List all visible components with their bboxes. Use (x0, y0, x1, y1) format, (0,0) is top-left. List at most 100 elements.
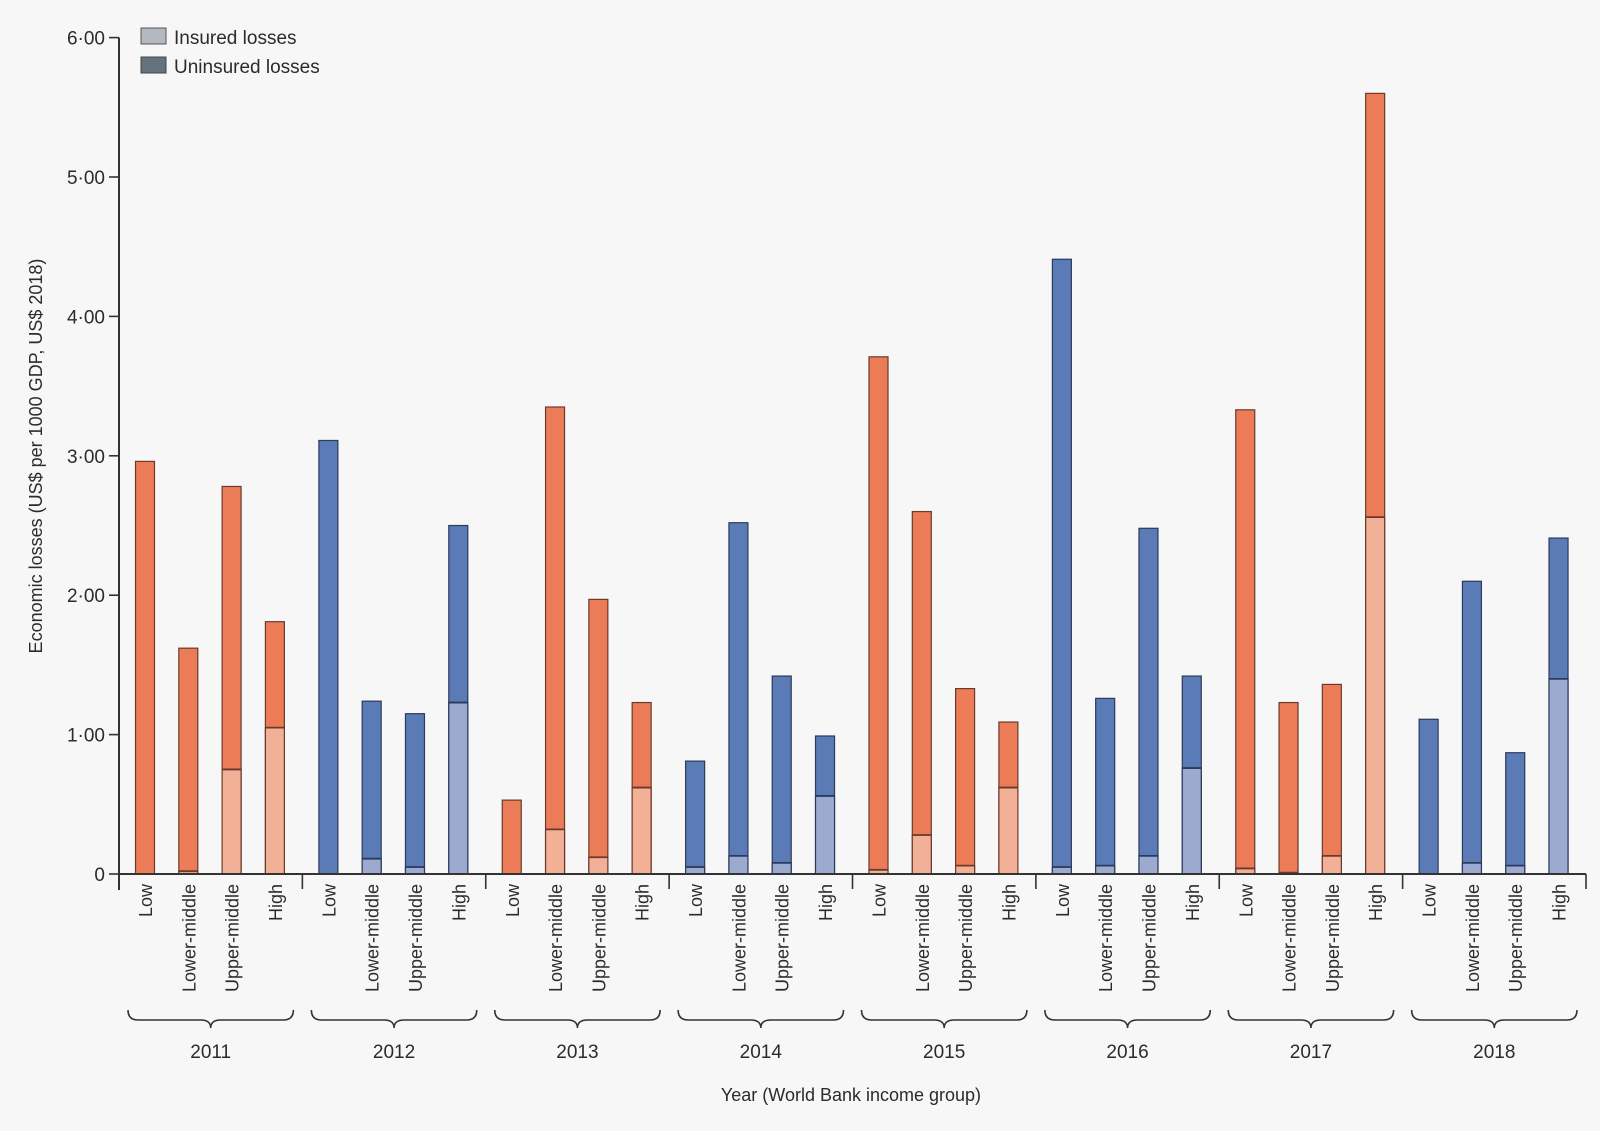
y-tick-label: 4·00 (67, 307, 105, 328)
bar-insured (1505, 865, 1526, 875)
category-label: Lower-middle (1280, 884, 1300, 992)
bar-uninsured (501, 799, 522, 875)
bar-uninsured (544, 406, 566, 875)
bar-insured (771, 862, 792, 875)
category-label: High (999, 884, 1019, 921)
legend-label-insured: Insured losses (174, 28, 297, 49)
year-label: 2011 (190, 1042, 231, 1063)
bar-insured (221, 768, 242, 875)
bar-insured (361, 858, 382, 875)
year-label: 2016 (1106, 1042, 1148, 1063)
y-tick-label: 1·00 (67, 726, 105, 747)
bar-insured (1365, 516, 1386, 875)
category-label: Lower-middle (1463, 884, 1483, 992)
bar-uninsured (404, 713, 426, 875)
bar-insured (685, 866, 706, 875)
bar-uninsured (954, 687, 976, 875)
category-label: Low (870, 883, 890, 917)
bar-insured (1548, 678, 1569, 875)
bar-uninsured (178, 647, 199, 875)
category-label: Lower-middle (363, 884, 383, 992)
legend-swatch-insured (140, 27, 167, 45)
bar-uninsured (1321, 683, 1342, 875)
category-label: Lower-middle (913, 884, 933, 992)
bar-uninsured (1095, 697, 1116, 875)
category-label: Low (1420, 883, 1440, 917)
x-axis: Low Lower-middle Upper-middle High 2011 Low Lo… (118, 873, 1587, 1063)
bar-insured (814, 795, 836, 875)
category-label: High (633, 884, 653, 921)
year-bracket (677, 1009, 845, 1029)
bar-insured (588, 856, 609, 875)
year-bracket (1410, 1009, 1578, 1029)
category-label: Low (1236, 883, 1256, 917)
y-tick-label: 3·00 (67, 447, 105, 468)
bar-insured (544, 828, 566, 875)
bar-uninsured (1278, 701, 1299, 875)
bar-insured (264, 727, 285, 875)
year-bracket (493, 1009, 661, 1029)
category-label: Low (136, 883, 156, 917)
year-label: 2013 (556, 1042, 598, 1063)
bars (134, 92, 1569, 875)
bar-uninsured (868, 356, 889, 875)
category-label: High (816, 884, 836, 921)
bar-insured (998, 786, 1019, 875)
category-label: Low (503, 883, 523, 917)
bar-uninsured (685, 760, 706, 875)
category-label: Low (686, 883, 706, 917)
y-tick-label: 0 (94, 865, 105, 886)
bar-uninsured (1235, 409, 1256, 875)
category-label: Upper-middle (223, 884, 243, 992)
bar-uninsured (588, 598, 609, 875)
year-label: 2014 (740, 1042, 783, 1063)
bar-uninsured (318, 439, 339, 875)
bar-insured (1181, 767, 1202, 875)
bar-uninsured (1051, 258, 1072, 875)
bar-uninsured (1418, 718, 1439, 875)
bar-uninsured (728, 522, 749, 875)
legend-label-uninsured: Uninsured losses (174, 57, 320, 78)
category-label: Upper-middle (1506, 884, 1526, 992)
y-tick-label: 5·00 (67, 168, 105, 189)
year-bracket (127, 1009, 295, 1029)
year-label: 2015 (923, 1042, 965, 1063)
bar-uninsured (771, 675, 792, 875)
year-label: 2018 (1473, 1042, 1515, 1063)
category-label: High (1366, 884, 1386, 921)
y-axis: 0 1·00 2·00 3·00 4·00 5·00 6·00 (67, 29, 120, 890)
year-bracket (1227, 1009, 1395, 1029)
category-label: Upper-middle (589, 884, 609, 992)
category-label: High (266, 884, 286, 921)
year-bracket (310, 1009, 478, 1029)
bar-uninsured (1505, 752, 1526, 875)
bar-insured (448, 701, 469, 875)
bar-uninsured (1461, 580, 1483, 875)
year-label: 2012 (373, 1042, 415, 1063)
category-label: Upper-middle (406, 884, 426, 992)
bar-uninsured (1138, 527, 1159, 875)
category-label: Low (1053, 883, 1073, 917)
legend: Insured losses Uninsured losses (140, 27, 320, 78)
category-label: Lower-middle (1096, 884, 1116, 992)
y-tick-label: 2·00 (67, 586, 105, 607)
category-label: Upper-middle (956, 884, 976, 992)
category-label: Upper-middle (773, 884, 793, 992)
bar-insured (631, 786, 652, 875)
year-label: 2017 (1290, 1042, 1332, 1063)
bar-insured (1461, 862, 1483, 875)
category-label: Lower-middle (179, 884, 199, 992)
category-label: High (1183, 884, 1203, 921)
bar-insured (1095, 865, 1116, 875)
x-axis-title: Year (World Bank income group) (721, 1085, 981, 1105)
y-tick-label: 6·00 (67, 29, 105, 50)
bar-insured (1321, 855, 1342, 875)
year-bracket (1044, 1009, 1212, 1029)
bar-insured (1138, 855, 1159, 875)
y-axis-title: Economic losses (US$ per 1000 GDP, US$ 2… (26, 259, 46, 654)
bar-uninsured (134, 460, 156, 875)
category-label: Upper-middle (1323, 884, 1343, 992)
legend-swatch-uninsured (140, 56, 167, 74)
category-label: Lower-middle (729, 884, 749, 992)
bar-insured (911, 834, 932, 875)
